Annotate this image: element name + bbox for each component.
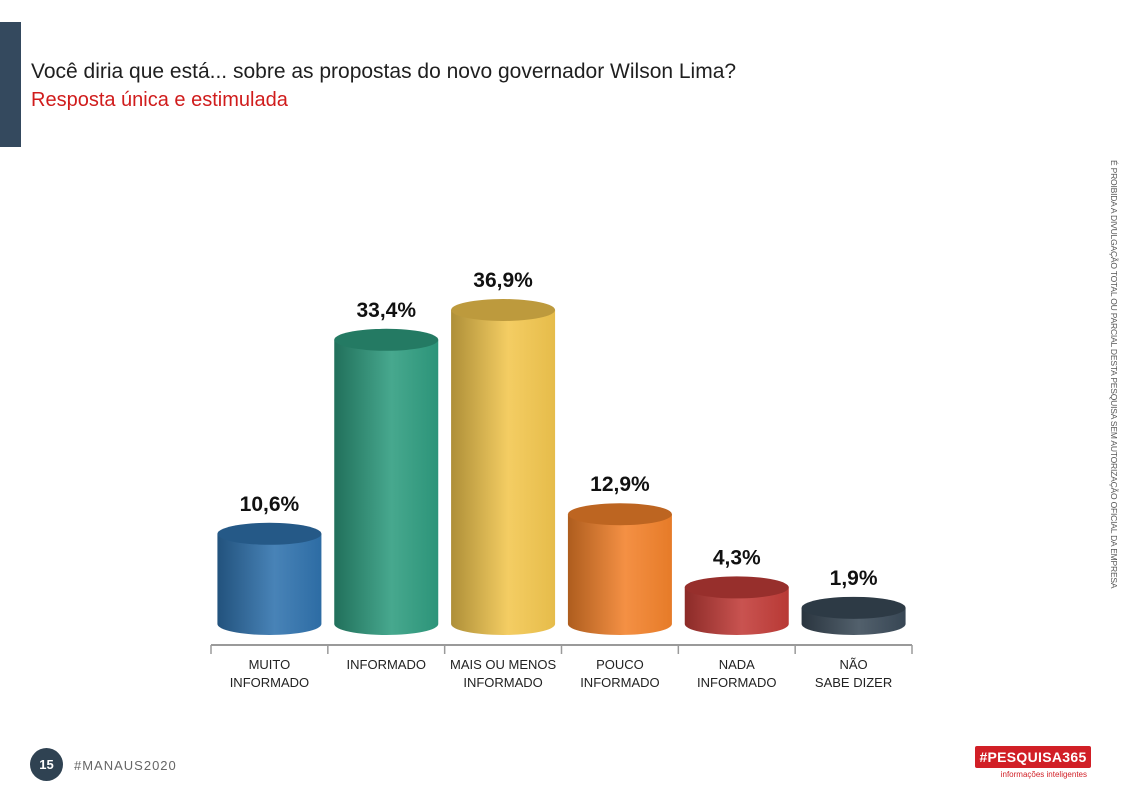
category-label: NADA INFORMADO — [697, 657, 776, 690]
category-label-line: SABE DIZER — [815, 675, 892, 690]
chart-subtitle: Resposta única e estimulada — [31, 89, 288, 111]
bar-top — [334, 328, 439, 351]
category-label-line: MUITO — [249, 657, 291, 672]
category-label: NÃO SABE DIZER — [815, 657, 892, 690]
data-label: 10,6% — [240, 493, 300, 516]
bar-body — [451, 310, 556, 636]
bar-body — [334, 339, 439, 636]
accent-side-bar — [0, 22, 21, 147]
bar-body — [217, 533, 322, 636]
category-label-line: INFORMADO — [697, 675, 776, 690]
category-label-line: MAIS OU MENOS — [450, 657, 557, 672]
category-label: MAIS OU MENOS INFORMADO — [450, 657, 557, 690]
page-number-badge: 15 — [30, 748, 63, 781]
bar-top — [451, 299, 556, 321]
data-label: 36,9% — [473, 269, 533, 292]
hashtag-text: #MANAUS2020 — [74, 758, 177, 773]
category-label-line: INFORMADO — [580, 675, 659, 690]
bar-body — [684, 587, 789, 636]
bar-1 — [334, 328, 439, 636]
bar-top — [567, 503, 672, 526]
bar-top — [801, 596, 906, 619]
bar-2 — [451, 299, 556, 636]
category-label-line: NÃO — [839, 657, 867, 672]
category-label-line: INFORMADO — [230, 675, 309, 690]
category-label: POUCO INFORMADO — [580, 657, 659, 690]
bar-top — [217, 522, 322, 545]
bar-5 — [801, 596, 906, 636]
chart-question-title: Você diria que está... sobre as proposta… — [31, 60, 737, 83]
data-label: 4,3% — [713, 546, 761, 569]
category-label: INFORMADO — [347, 657, 426, 672]
legal-disclaimer: É PROIBIDA A DIVULGAÇÃO TOTAL OU PARCIAL… — [1109, 160, 1119, 589]
bar-4 — [684, 576, 789, 636]
category-label-line: NADA — [719, 657, 755, 672]
category-label: MUITO INFORMADO — [230, 657, 309, 690]
category-label-line: INFORMADO — [347, 657, 426, 672]
logo-tagline: informações inteligentes — [1000, 770, 1087, 779]
bar-top — [684, 576, 789, 599]
bar-0 — [217, 522, 322, 636]
category-label-line: POUCO — [596, 657, 644, 672]
data-label: 33,4% — [356, 299, 416, 322]
bar-3 — [567, 503, 672, 636]
bar-body — [567, 514, 672, 636]
brand-logo: #PESQUISA365 informações inteligentes — [975, 746, 1091, 782]
data-label: 12,9% — [590, 473, 650, 496]
data-label: 1,9% — [830, 567, 878, 590]
logo-wordmark: #PESQUISA365 — [975, 746, 1091, 768]
category-label-line: INFORMADO — [463, 675, 542, 690]
